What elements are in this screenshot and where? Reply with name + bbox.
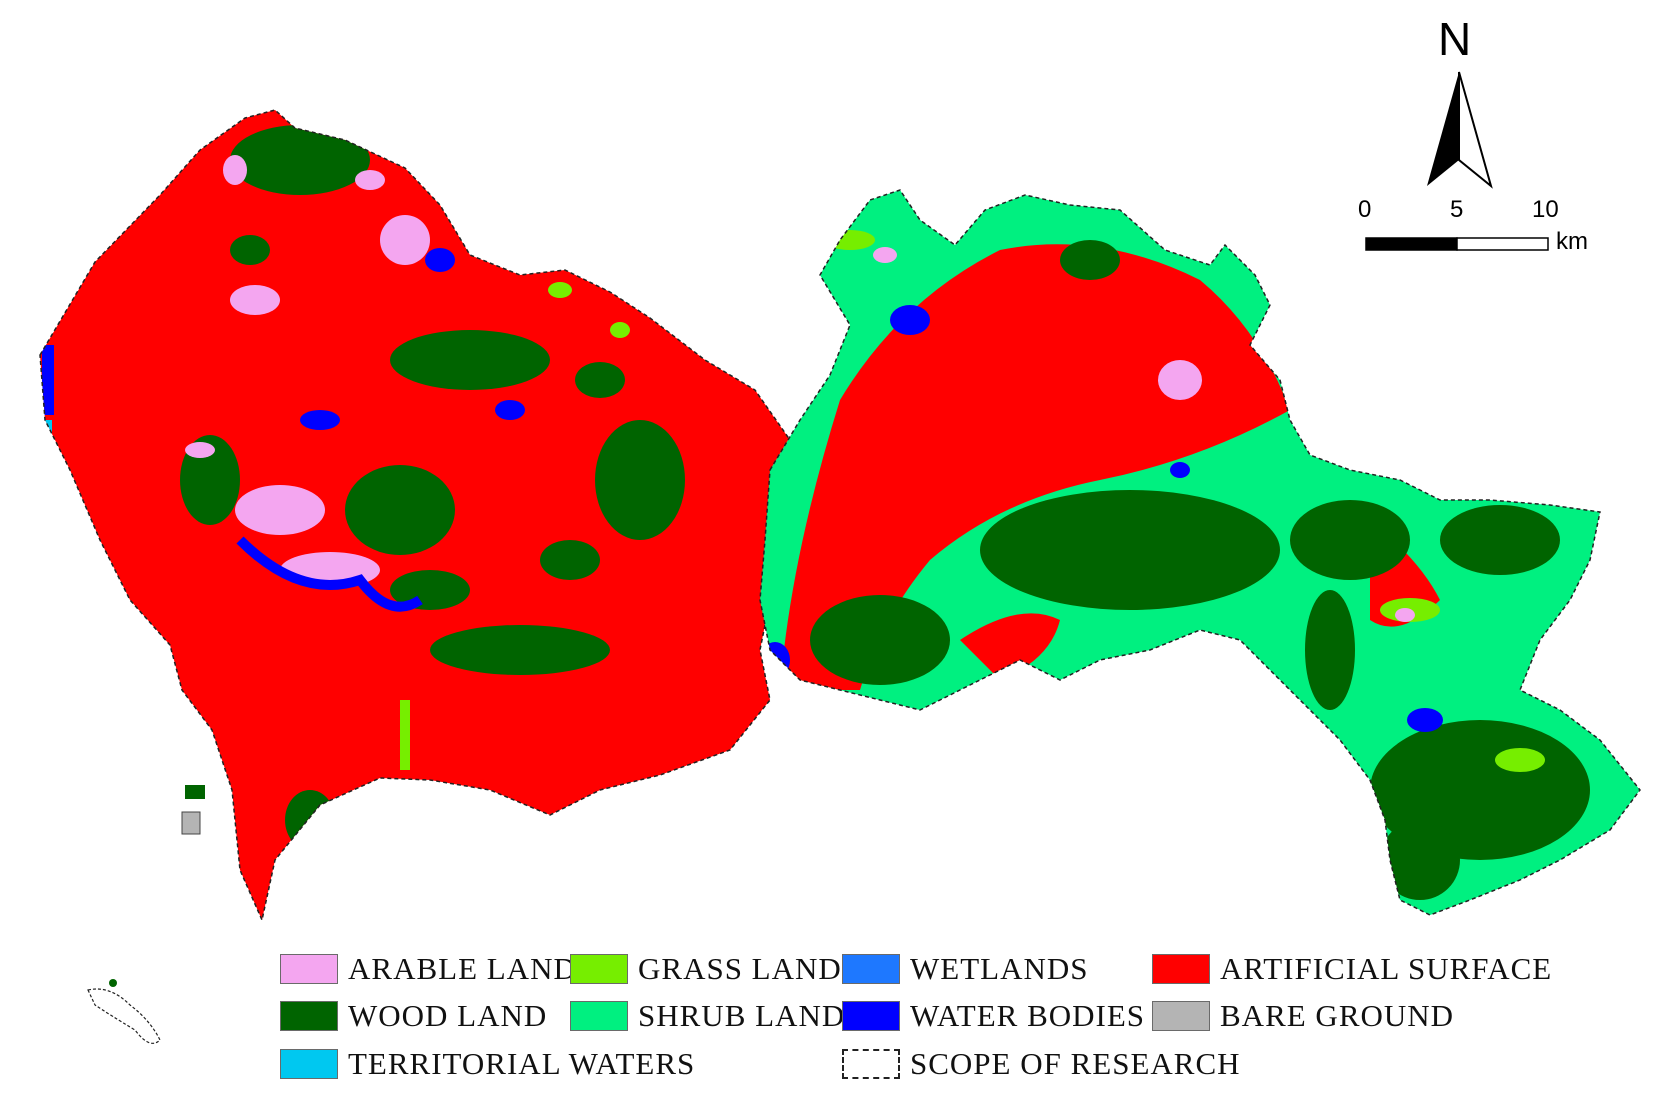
grass-land-patch <box>400 700 410 770</box>
arable-land-patch <box>1395 608 1415 622</box>
outlying-island <box>87 988 161 1044</box>
west-region <box>40 110 795 920</box>
wood-land-patch <box>230 125 370 195</box>
water-body <box>425 248 455 272</box>
arable-land-patch <box>223 155 247 185</box>
wood-land-patch <box>1380 820 1460 900</box>
grass-land-patch <box>610 322 630 338</box>
water-body <box>495 400 525 420</box>
grass-land-patch <box>1495 748 1545 772</box>
water-body <box>1170 462 1190 478</box>
arable-land-patch <box>355 170 385 190</box>
wood-land-patch <box>1440 505 1560 575</box>
wood-land-patch <box>230 235 270 265</box>
arable-land-patch <box>185 442 215 458</box>
artificial-surface-area <box>960 613 1060 680</box>
grass-land-patch <box>825 230 875 250</box>
arable-land-patch <box>230 285 280 315</box>
wood-land-patch <box>1305 590 1355 710</box>
water-body <box>42 345 54 415</box>
wood-land-patch <box>980 490 1280 610</box>
scale-tick-10: 10 <box>1532 196 1559 223</box>
scale-bar <box>1365 237 1549 251</box>
scale-tick-5: 5 <box>1450 196 1464 223</box>
wood-land-patch <box>430 625 610 675</box>
water-body <box>300 410 340 430</box>
island-patch <box>109 979 117 987</box>
scale-unit: km <box>1556 228 1588 255</box>
arable-land-patch <box>235 485 325 535</box>
wood-land-patch <box>285 790 335 850</box>
wood-land-patch <box>1290 500 1410 580</box>
north-label: N <box>1438 13 1472 65</box>
wood-land-patch <box>575 362 625 398</box>
water-body <box>890 305 930 335</box>
arable-land-patch <box>380 215 430 265</box>
artificial-surface-area <box>780 244 1290 691</box>
bare-ground-island <box>181 811 201 835</box>
north-arrow-icon <box>1427 71 1493 189</box>
wood-land-patch <box>540 540 600 580</box>
east-region <box>760 190 1640 915</box>
water-body <box>236 536 423 612</box>
wood-land-patch <box>595 420 685 540</box>
scale-tick-0: 0 <box>1358 196 1372 223</box>
wood-land-patch <box>390 330 550 390</box>
wood-land-patch <box>810 595 950 685</box>
scope-boundary-west <box>39 109 796 923</box>
arable-land-patch <box>1158 360 1202 400</box>
water-body <box>1407 708 1443 732</box>
island-patch <box>185 785 205 799</box>
wood-land-patch <box>345 465 455 555</box>
arable-land-patch <box>873 247 897 263</box>
scope-boundary-east <box>759 189 1641 916</box>
territorial-waters-patch <box>270 880 278 910</box>
grass-land-patch <box>548 282 572 298</box>
wood-land-patch <box>1060 240 1120 280</box>
